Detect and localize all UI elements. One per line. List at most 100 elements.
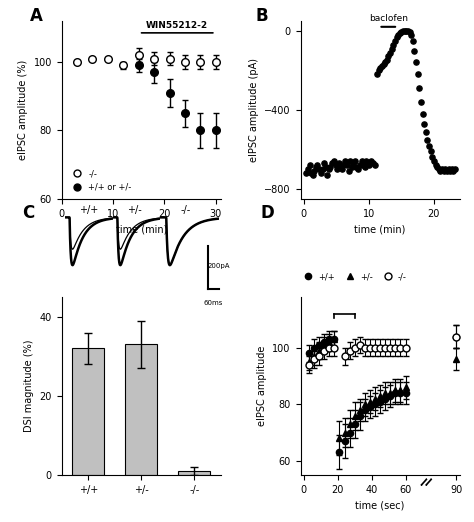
Text: C: C	[22, 204, 34, 222]
Point	[378, 62, 385, 70]
Y-axis label: DSI magnitude (%): DSI magnitude (%)	[24, 340, 34, 432]
Point	[432, 161, 439, 170]
Point	[320, 159, 328, 168]
Point	[445, 165, 453, 173]
Point	[442, 165, 449, 173]
Legend: +/+, +/-, -/-: +/+, +/-, -/-	[297, 269, 410, 284]
Point	[428, 153, 436, 162]
Bar	[72, 348, 104, 475]
Point	[443, 167, 451, 175]
Point	[371, 161, 378, 170]
Point	[403, 27, 410, 35]
Point	[414, 70, 421, 78]
Point	[302, 169, 310, 177]
Point	[358, 157, 365, 165]
Point	[407, 31, 415, 39]
Point	[310, 167, 318, 175]
Point	[373, 70, 380, 78]
Point	[386, 49, 394, 57]
Point	[423, 135, 431, 144]
Point	[435, 165, 443, 173]
Point	[451, 165, 459, 173]
Point	[384, 52, 392, 61]
Point	[420, 120, 428, 128]
Point	[346, 157, 354, 165]
Point	[433, 163, 441, 172]
Point	[422, 127, 430, 136]
Point	[340, 161, 347, 170]
Point	[337, 161, 344, 170]
Text: +/-: +/-	[128, 205, 142, 215]
Point	[351, 157, 359, 165]
Point	[377, 64, 384, 73]
Legend: -/-, +/+ or +/-: -/-, +/+ or +/-	[66, 166, 135, 195]
Point	[412, 58, 420, 67]
Point	[333, 165, 341, 173]
Text: A: A	[30, 7, 43, 25]
Point	[381, 58, 389, 67]
Point	[361, 163, 369, 172]
Point	[416, 84, 423, 92]
Point	[312, 163, 320, 172]
Point	[398, 28, 405, 36]
Point	[304, 165, 311, 173]
Point	[332, 161, 339, 170]
Point	[419, 110, 427, 118]
Point	[375, 66, 383, 75]
Point	[369, 159, 376, 168]
Y-axis label: eIPSC amplitude: eIPSC amplitude	[257, 346, 267, 426]
Point	[314, 161, 321, 170]
Point	[327, 163, 334, 172]
Y-axis label: eIPSC amplitude (%): eIPSC amplitude (%)	[18, 60, 28, 160]
Point	[401, 27, 408, 35]
Point	[406, 28, 413, 36]
Point	[390, 40, 397, 49]
Point	[448, 165, 456, 173]
Point	[309, 171, 317, 180]
Point	[322, 163, 329, 172]
Point	[427, 147, 434, 156]
Point	[440, 167, 447, 175]
Text: baclofen: baclofen	[369, 14, 408, 23]
Point	[323, 171, 331, 180]
Point	[317, 169, 325, 177]
Bar	[178, 471, 210, 475]
Point	[430, 157, 438, 165]
Point	[330, 157, 337, 165]
Bar	[125, 345, 157, 475]
Point	[365, 161, 373, 170]
Point	[356, 161, 364, 170]
Point	[394, 31, 402, 39]
Point	[449, 167, 457, 175]
Text: -/-: -/-	[181, 205, 191, 215]
Point	[338, 165, 346, 173]
Point	[396, 29, 404, 37]
Point	[426, 141, 433, 150]
Point	[325, 165, 333, 173]
Point	[383, 56, 391, 65]
Point	[380, 60, 388, 68]
Point	[353, 163, 360, 172]
Point	[307, 169, 315, 177]
X-axis label: time (min): time (min)	[355, 224, 406, 234]
Point	[393, 32, 401, 41]
Point	[359, 161, 367, 170]
Point	[388, 44, 395, 53]
Point	[335, 159, 343, 168]
Text: B: B	[256, 7, 269, 25]
Point	[404, 27, 411, 35]
Point	[438, 165, 446, 173]
Text: WIN55212-2: WIN55212-2	[146, 21, 208, 30]
Point	[345, 167, 352, 175]
Point	[417, 98, 425, 106]
X-axis label: time (min): time (min)	[116, 224, 167, 234]
Point	[348, 163, 356, 172]
Point	[446, 167, 454, 175]
Point	[367, 157, 375, 165]
Point	[363, 157, 370, 165]
X-axis label: time (sec): time (sec)	[356, 500, 405, 511]
Point	[391, 37, 399, 45]
Point	[316, 165, 323, 173]
Text: +/+: +/+	[79, 205, 98, 215]
Point	[319, 165, 327, 173]
